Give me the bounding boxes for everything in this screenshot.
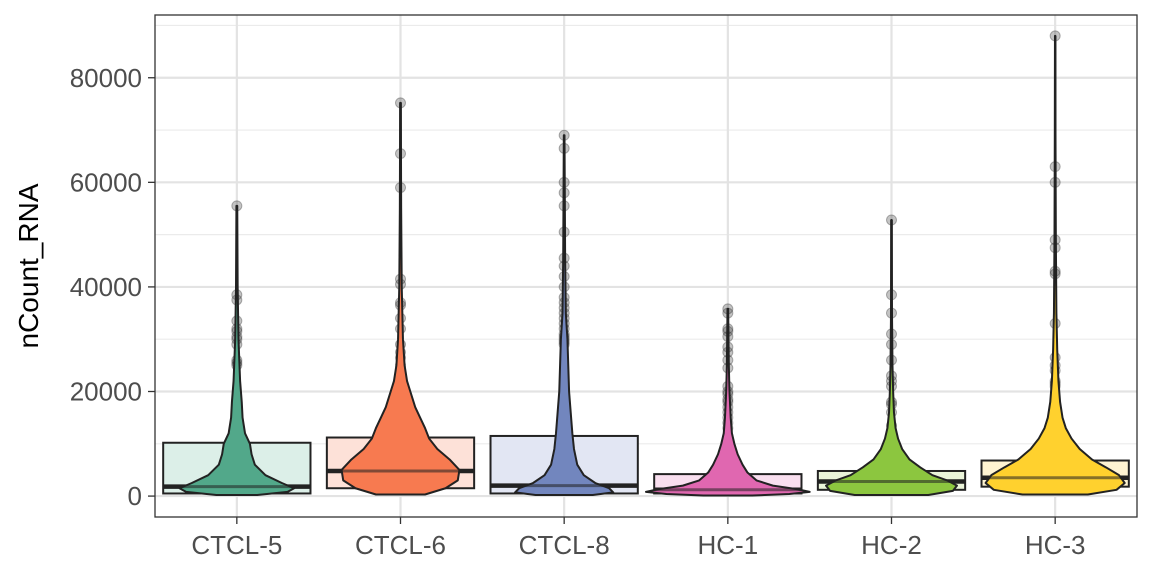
x-tick-label: HC-1 (697, 530, 758, 560)
y-tick-label: 80000 (70, 63, 142, 93)
category-groups (162, 30, 1130, 497)
minor-gridlines (155, 24, 1137, 445)
violin-ctcl-5 (178, 204, 296, 497)
plot-panel-border (154, 14, 1138, 518)
group-ctcl-5 (162, 200, 312, 497)
violin-hc-3 (984, 34, 1126, 496)
x-tick-label: CTCL-6 (355, 530, 446, 560)
group-ctcl-6 (325, 97, 476, 496)
group-hc-1 (645, 303, 811, 497)
x-tick-label: CTCL-5 (191, 530, 282, 560)
violin-ctcl-8 (514, 134, 615, 497)
x-axis: CTCL-5 CTCL-6 CTCL-8 HC-1 HC-2 HC-3 (191, 517, 1086, 560)
violin-hc-1 (645, 307, 811, 497)
x-tick-label: CTCL-8 (519, 530, 610, 560)
x-tick-label: HC-3 (1025, 530, 1086, 560)
y-tick-label: 40000 (70, 272, 142, 302)
violin-hc-2 (825, 218, 958, 497)
violin-ctcl-6 (340, 101, 461, 496)
group-ctcl-8 (489, 129, 639, 497)
group-hc-2 (816, 214, 967, 497)
y-axis: 0 20000 40000 60000 80000 (70, 63, 155, 511)
y-axis-title: nCount_RNA (13, 183, 44, 348)
group-hc-3 (980, 30, 1130, 496)
y-tick-label: 20000 (70, 377, 142, 407)
y-tick-label: 0 (128, 481, 142, 511)
plot-panel-background (155, 15, 1137, 517)
x-tick-label: HC-2 (861, 530, 922, 560)
y-tick-label: 60000 (70, 167, 142, 197)
